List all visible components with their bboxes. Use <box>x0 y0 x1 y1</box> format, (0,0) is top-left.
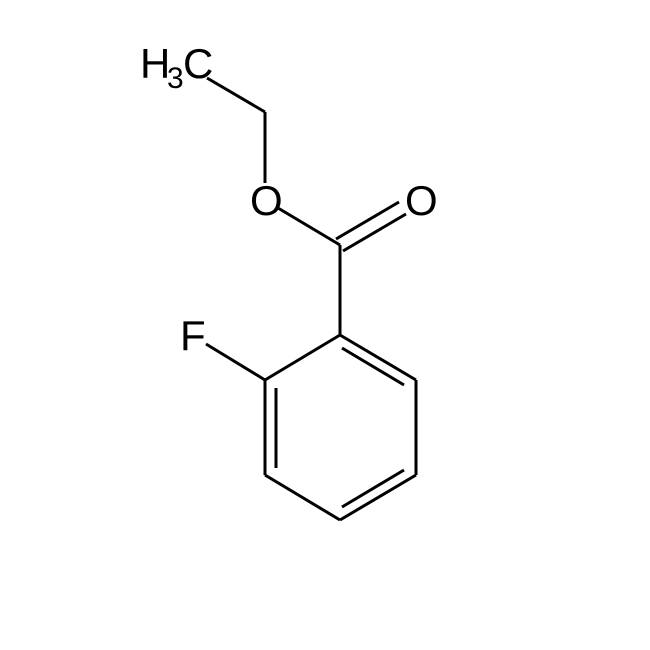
o-carbonyl-label: O <box>405 177 438 224</box>
molecule-diagram: H 3 C O O F <box>0 0 650 650</box>
ch3-sub-label: 3 <box>167 62 184 95</box>
f-label: F <box>180 312 206 359</box>
bond-c1-c2 <box>265 335 340 380</box>
bond-c4-c5-a <box>340 475 416 520</box>
bond-c6-c1-a <box>340 335 416 380</box>
structure-svg: H 3 C O O F <box>0 0 650 650</box>
ch3-c-label: C <box>183 40 213 87</box>
bond-carbonyl-odbl-b <box>343 214 406 251</box>
o-ester-label: O <box>250 177 283 224</box>
bond-c3-c4 <box>265 475 340 520</box>
bond-carbonyl-oester <box>278 208 340 245</box>
bond-c2-f <box>206 344 265 380</box>
bond-ch2-ch3 <box>207 78 265 112</box>
ch3-label: H <box>140 40 170 87</box>
bond-carbonyl-odbl-a <box>336 202 399 239</box>
